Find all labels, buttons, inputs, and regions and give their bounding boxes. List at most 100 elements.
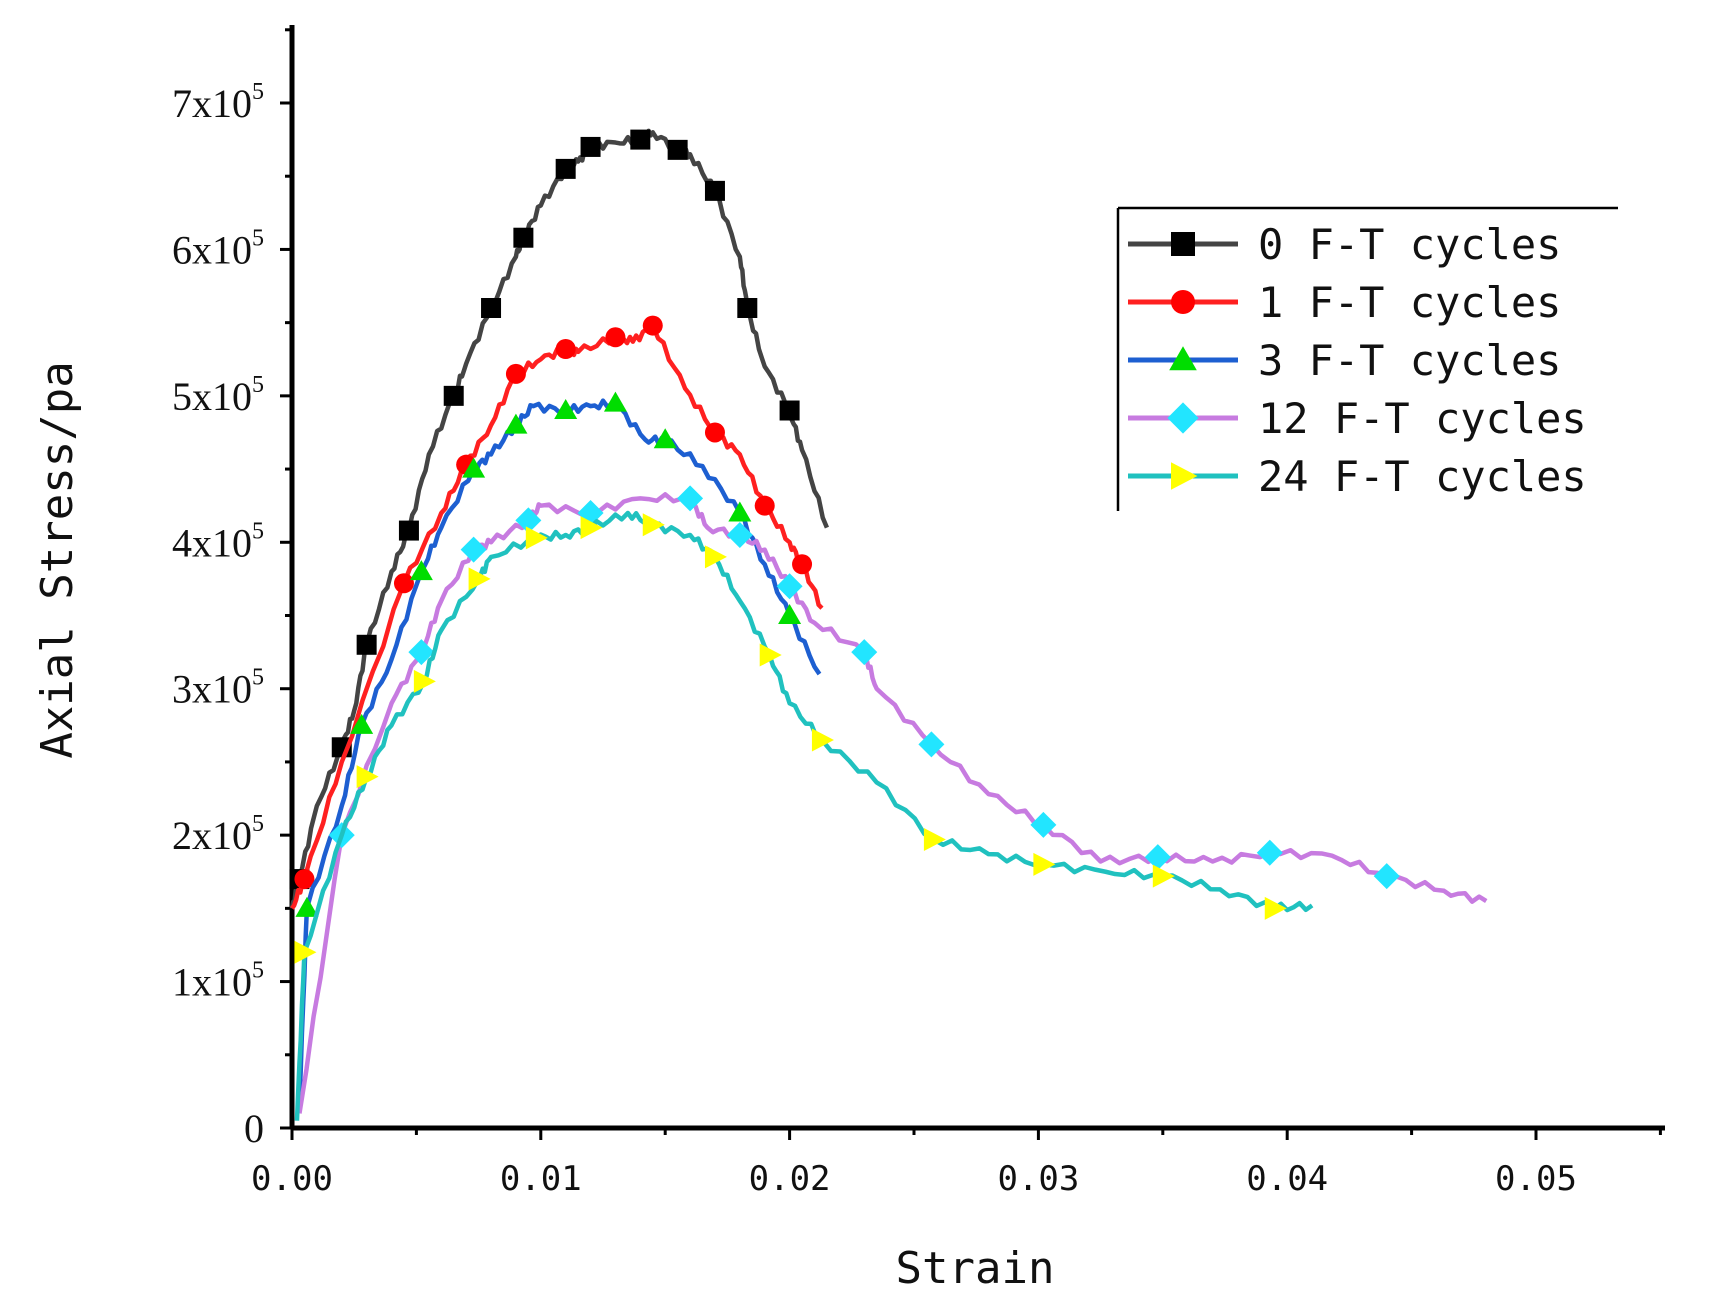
legend-label: 12 F-T cycles xyxy=(1258,394,1587,443)
x-tick-label: 0.01 xyxy=(500,1159,582,1199)
series-1 xyxy=(290,315,824,910)
data-point xyxy=(1256,839,1283,866)
data-point xyxy=(356,634,377,655)
legend-marker xyxy=(1167,402,1199,434)
x-tick-label: 0.03 xyxy=(997,1159,1079,1199)
data-point xyxy=(726,521,753,548)
data-point xyxy=(704,545,727,569)
series-line xyxy=(297,398,822,1099)
data-point xyxy=(918,731,945,758)
data-point xyxy=(580,516,603,540)
axes-layer: 0 1x105 2x105 3x105 4x105 5x105 6x105 7x105 0.00… xyxy=(172,25,1665,1199)
y-tick-label: 5x105 xyxy=(172,372,264,419)
data-point xyxy=(409,560,433,581)
series-line xyxy=(290,323,824,910)
y-tick-label: 2x105 xyxy=(172,811,264,858)
x-axis-title: Strain xyxy=(896,1243,1055,1294)
data-point xyxy=(525,526,548,550)
data-point xyxy=(811,728,834,752)
y-tick-label: 3x105 xyxy=(172,665,264,712)
data-point xyxy=(667,139,688,160)
data-point xyxy=(1152,864,1175,888)
legend-item: 24 F-T cycles xyxy=(1128,452,1587,501)
series-line xyxy=(294,510,1314,1121)
data-point xyxy=(555,158,576,179)
legend-label: 3 F-T cycles xyxy=(1258,336,1561,385)
data-point xyxy=(1373,863,1400,890)
data-point xyxy=(356,765,379,789)
legend-marker xyxy=(1169,346,1197,371)
data-point xyxy=(555,339,576,359)
series-4 xyxy=(294,510,1314,1121)
data-point xyxy=(642,513,665,537)
data-point xyxy=(630,129,651,150)
data-point xyxy=(1144,844,1171,871)
data-point xyxy=(792,554,813,575)
legend-marker xyxy=(1171,290,1195,314)
data-point xyxy=(398,520,419,541)
legend-label: 1 F-T cycles xyxy=(1258,278,1561,327)
data-point xyxy=(1030,811,1057,838)
legend-label: 0 F-T cycles xyxy=(1258,220,1561,269)
data-point xyxy=(759,643,782,667)
series-line xyxy=(297,492,1488,1114)
legend: 0 F-T cycles 1 F-T cycles 3 F-T cycles 12 F… xyxy=(1116,206,1618,511)
y-tick-label: 6x105 xyxy=(172,225,264,272)
data-point xyxy=(513,227,534,248)
data-point xyxy=(295,896,319,917)
series-layer xyxy=(289,128,1488,1121)
x-tick-label: 0.02 xyxy=(749,1159,831,1199)
data-point xyxy=(393,573,414,594)
data-point xyxy=(704,180,725,201)
data-point xyxy=(776,573,803,600)
data-point xyxy=(294,869,315,890)
legend-marker xyxy=(1171,462,1198,490)
data-point xyxy=(754,495,775,516)
data-point xyxy=(481,298,502,318)
data-point xyxy=(505,363,526,384)
data-point xyxy=(515,507,542,534)
legend-item: 1 F-T cycles xyxy=(1128,278,1561,327)
data-point xyxy=(468,567,491,591)
legend-item: 0 F-T cycles xyxy=(1128,220,1561,269)
y-tick-label: 4x105 xyxy=(172,518,264,565)
data-point xyxy=(580,136,601,157)
x-tick-label: 0.00 xyxy=(251,1159,333,1199)
data-point xyxy=(350,713,374,734)
data-point xyxy=(677,485,704,512)
data-point xyxy=(737,298,758,318)
data-point xyxy=(851,639,878,666)
data-point xyxy=(554,399,578,419)
series-2 xyxy=(295,391,822,1099)
legend-label: 24 F-T cycles xyxy=(1258,452,1587,501)
x-tick-label: 0.05 xyxy=(1495,1159,1577,1199)
data-point xyxy=(1264,896,1287,920)
y-tick-label: 0 xyxy=(244,1106,264,1151)
data-point xyxy=(462,457,486,478)
data-point xyxy=(642,315,663,336)
data-point xyxy=(728,501,752,522)
data-point xyxy=(413,669,436,693)
series-0 xyxy=(289,128,829,909)
y-axis-title: Axial Stress/pa xyxy=(32,361,83,758)
legend-item: 12 F-T cycles xyxy=(1128,394,1587,443)
data-point xyxy=(603,391,627,412)
data-point xyxy=(704,422,725,443)
data-point xyxy=(408,639,435,666)
data-point xyxy=(605,327,626,348)
x-tick-label: 0.04 xyxy=(1246,1159,1328,1199)
data-point xyxy=(294,940,317,964)
data-point xyxy=(1033,852,1056,876)
legend-marker xyxy=(1171,232,1195,256)
data-point xyxy=(504,413,528,434)
data-point xyxy=(779,400,800,421)
data-point xyxy=(653,428,677,449)
data-point xyxy=(460,536,487,563)
data-point xyxy=(778,604,802,624)
y-tick-label: 7x105 xyxy=(172,79,264,126)
legend-item: 3 F-T cycles xyxy=(1128,336,1561,385)
data-point xyxy=(443,385,464,406)
data-point xyxy=(923,828,946,852)
y-tick-label: 1x105 xyxy=(172,958,264,1005)
